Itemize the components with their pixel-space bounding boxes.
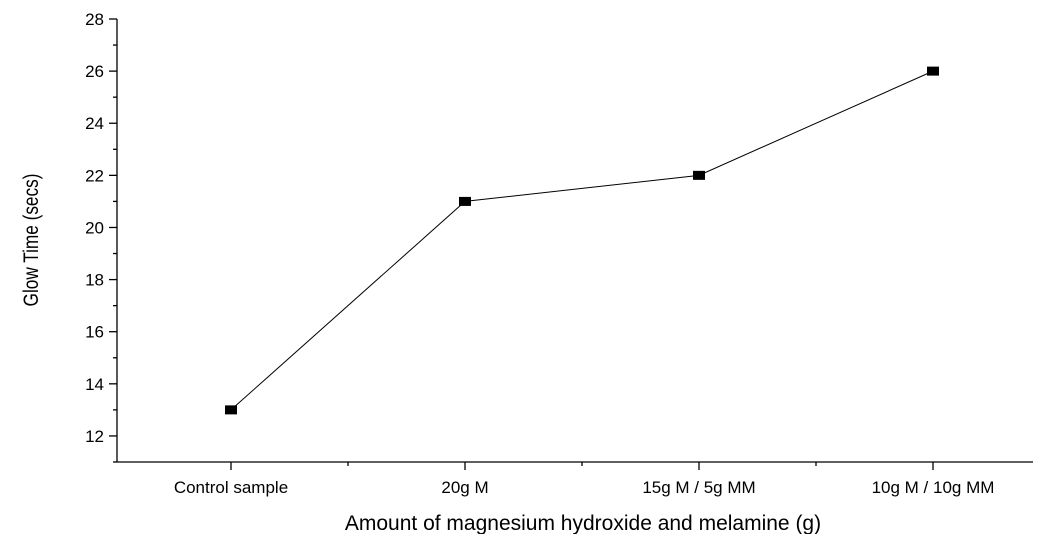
- series-line: [230, 70, 934, 411]
- y-ticks: 12 14 16 18 20 22 24 26 28: [85, 10, 117, 463]
- y-tick-label: 22: [85, 166, 104, 185]
- x-axis-title: Amount of magnesium hydroxide and melami…: [345, 512, 821, 534]
- y-tick-label: 14: [85, 375, 104, 394]
- axes: [116, 19, 1033, 463]
- data-point: [225, 405, 237, 415]
- y-tick-label: 26: [85, 62, 104, 81]
- x-tick-label: 20g M: [441, 478, 488, 497]
- y-tick-label: 18: [85, 271, 104, 290]
- y-tick-label: 12: [85, 427, 104, 446]
- x-tick-label: 15g M / 5g MM: [642, 478, 755, 497]
- x-ticks: Control sample 20g M 15g M / 5g MM 10g M / …: [174, 462, 995, 497]
- series-layer: [225, 66, 939, 415]
- y-tick-label: 20: [85, 218, 104, 237]
- y-tick-label: 28: [85, 10, 104, 29]
- x-tick-label: 10g M / 10g MM: [872, 478, 995, 497]
- x-tick-label: Control sample: [174, 478, 288, 497]
- data-point: [459, 196, 471, 206]
- y-tick-label: 24: [85, 114, 104, 133]
- data-point: [927, 66, 939, 76]
- data-point: [693, 170, 705, 180]
- y-axis-title: Glow Time (secs): [21, 174, 44, 307]
- y-tick-label: 16: [85, 323, 104, 342]
